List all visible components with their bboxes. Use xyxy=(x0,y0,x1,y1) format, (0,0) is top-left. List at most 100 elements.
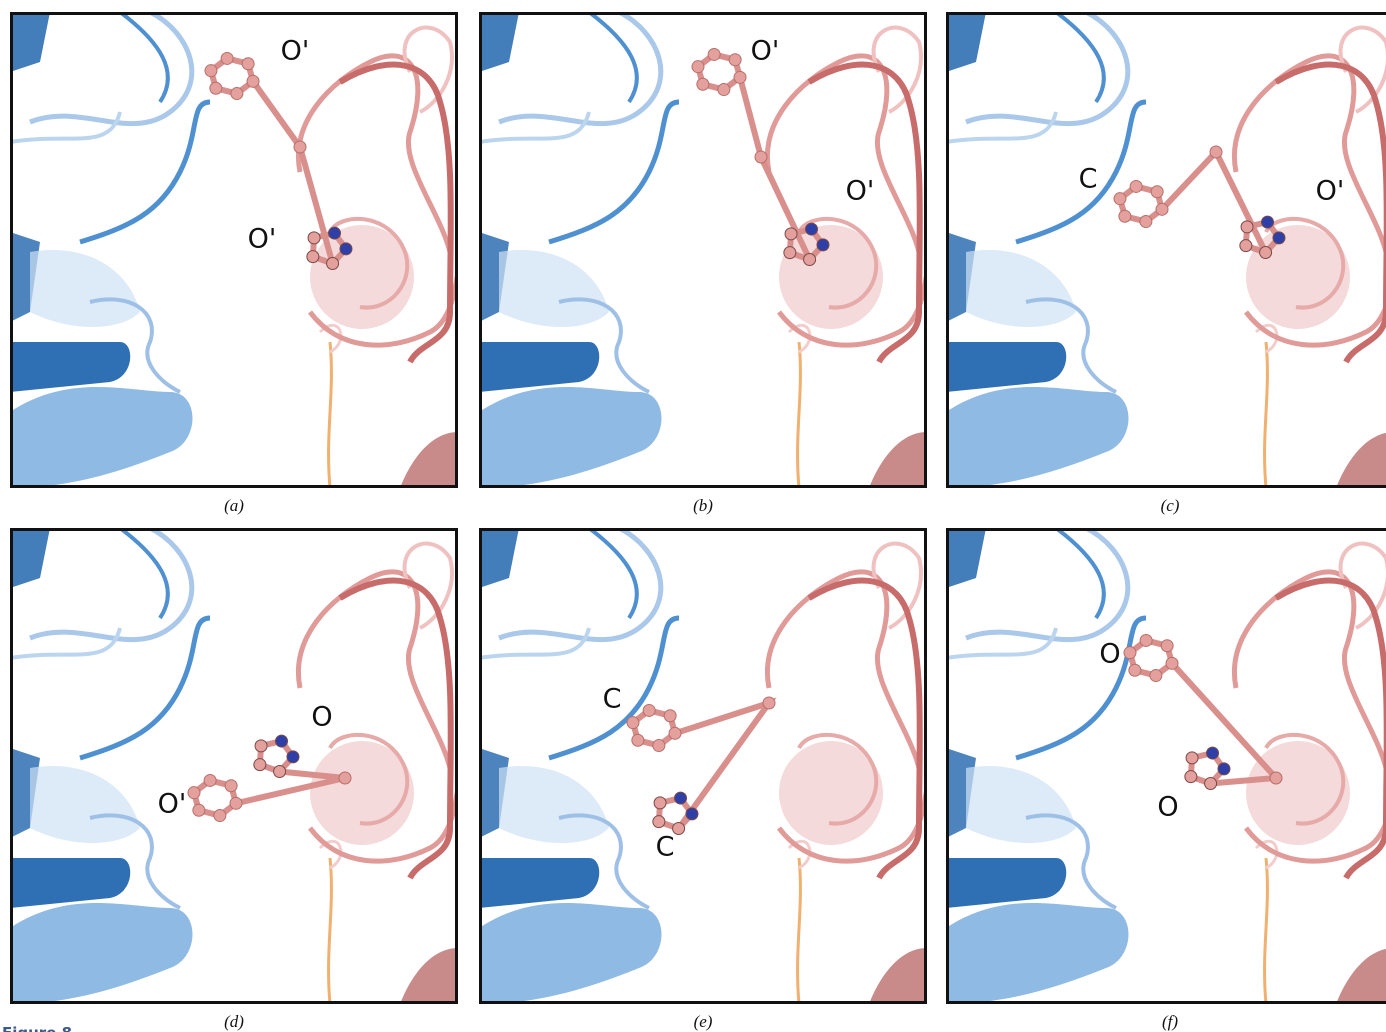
blue-helix xyxy=(946,903,1129,1004)
atom xyxy=(204,774,216,786)
blue-helix xyxy=(479,387,662,488)
blue-helix xyxy=(479,903,662,1004)
panel-art xyxy=(479,12,927,488)
panel-caption: (b) xyxy=(693,496,713,515)
atom xyxy=(327,257,339,269)
atom xyxy=(1156,203,1168,215)
blue-helix xyxy=(499,250,609,327)
panel: C C (e) xyxy=(479,528,927,1031)
atom xyxy=(225,780,237,792)
orange-strand xyxy=(798,342,801,488)
atom xyxy=(254,759,266,771)
panel-art xyxy=(10,12,458,488)
orange-strand xyxy=(798,858,801,1004)
atom xyxy=(1124,647,1136,659)
panel-caption: (e) xyxy=(694,1012,713,1031)
atom xyxy=(755,151,767,163)
pink-helix-bottom xyxy=(1336,948,1386,1004)
atom xyxy=(214,810,226,822)
pink-helix-bottom xyxy=(869,432,927,488)
atom xyxy=(734,71,746,83)
atom xyxy=(1218,763,1230,775)
atom xyxy=(1140,216,1152,228)
blue-sheet xyxy=(10,528,50,588)
panel-art xyxy=(479,528,927,1004)
atom xyxy=(274,765,286,777)
atom xyxy=(188,787,200,799)
atom xyxy=(1205,777,1217,789)
blue-sheet xyxy=(946,342,1066,392)
blue-loop xyxy=(1056,12,1104,102)
pink-helix-bottom xyxy=(400,948,458,1004)
atom xyxy=(1185,771,1197,783)
orange-strand xyxy=(329,858,332,1004)
atom xyxy=(230,797,242,809)
panel: O'O'(a) xyxy=(10,12,458,515)
atom xyxy=(763,697,775,709)
atom-label: O' xyxy=(281,36,310,67)
blue-loop xyxy=(589,12,637,102)
residue-stick xyxy=(1162,152,1266,252)
atom xyxy=(784,247,796,259)
atom-label: C xyxy=(603,684,622,715)
panel: OO(f) xyxy=(946,528,1386,1031)
blue-loop xyxy=(1056,528,1104,618)
blue-sheet xyxy=(946,528,986,588)
atom xyxy=(1260,246,1272,258)
atom-label: O' xyxy=(846,176,875,207)
pink-helix-bottom xyxy=(400,432,458,488)
atom xyxy=(718,84,730,96)
atom-label: O' xyxy=(1316,176,1345,207)
atom xyxy=(339,772,351,784)
figure-label: Figure 8 xyxy=(2,1024,72,1032)
panel: OO'(d) xyxy=(10,528,458,1031)
blue-helix xyxy=(10,903,193,1004)
blue-loop xyxy=(589,528,637,618)
atom xyxy=(1129,664,1141,676)
atom xyxy=(294,141,306,153)
orange-strand xyxy=(1265,858,1268,1004)
atom xyxy=(1140,634,1152,646)
atom xyxy=(632,734,644,746)
atom xyxy=(643,704,655,716)
blue-helix xyxy=(30,766,140,843)
atom xyxy=(785,228,797,240)
atom xyxy=(1166,657,1178,669)
atom xyxy=(664,710,676,722)
atom xyxy=(1130,180,1142,192)
atom xyxy=(1270,772,1282,784)
atom xyxy=(340,243,352,255)
atom xyxy=(307,251,319,263)
atom xyxy=(255,740,267,752)
atom xyxy=(675,792,687,804)
atom xyxy=(276,735,288,747)
atom-label: O' xyxy=(751,36,780,67)
atom xyxy=(804,253,816,265)
blue-sheet xyxy=(479,342,599,392)
atom xyxy=(1186,752,1198,764)
atom xyxy=(708,48,720,60)
orange-strand xyxy=(1265,342,1268,488)
atom xyxy=(193,804,205,816)
blue-helix xyxy=(10,387,193,488)
atom xyxy=(669,727,681,739)
atom xyxy=(806,223,818,235)
blue-helix xyxy=(499,766,609,843)
pink-helix-bottom xyxy=(869,948,927,1004)
pink-helix-bottom xyxy=(1336,432,1386,488)
atom xyxy=(242,58,254,70)
atom xyxy=(653,816,665,828)
atom xyxy=(221,52,233,64)
atom xyxy=(308,232,320,244)
panel: CO'(c) xyxy=(946,12,1386,515)
atom xyxy=(1119,210,1131,222)
panel-art xyxy=(10,528,458,1004)
page: {"figure_label": "Figure 8", "panels": [… xyxy=(0,0,1386,1032)
atom-label: C xyxy=(656,832,675,863)
blue-sheet xyxy=(10,858,130,908)
atom-label: O' xyxy=(158,789,187,820)
atom-label: O xyxy=(1157,792,1178,823)
figure: Figure 8 O'O'(a)O'O'(b)CO'(c)OO'(d)CC(e)… xyxy=(0,0,1386,1032)
atom xyxy=(627,717,639,729)
atom xyxy=(817,239,829,251)
